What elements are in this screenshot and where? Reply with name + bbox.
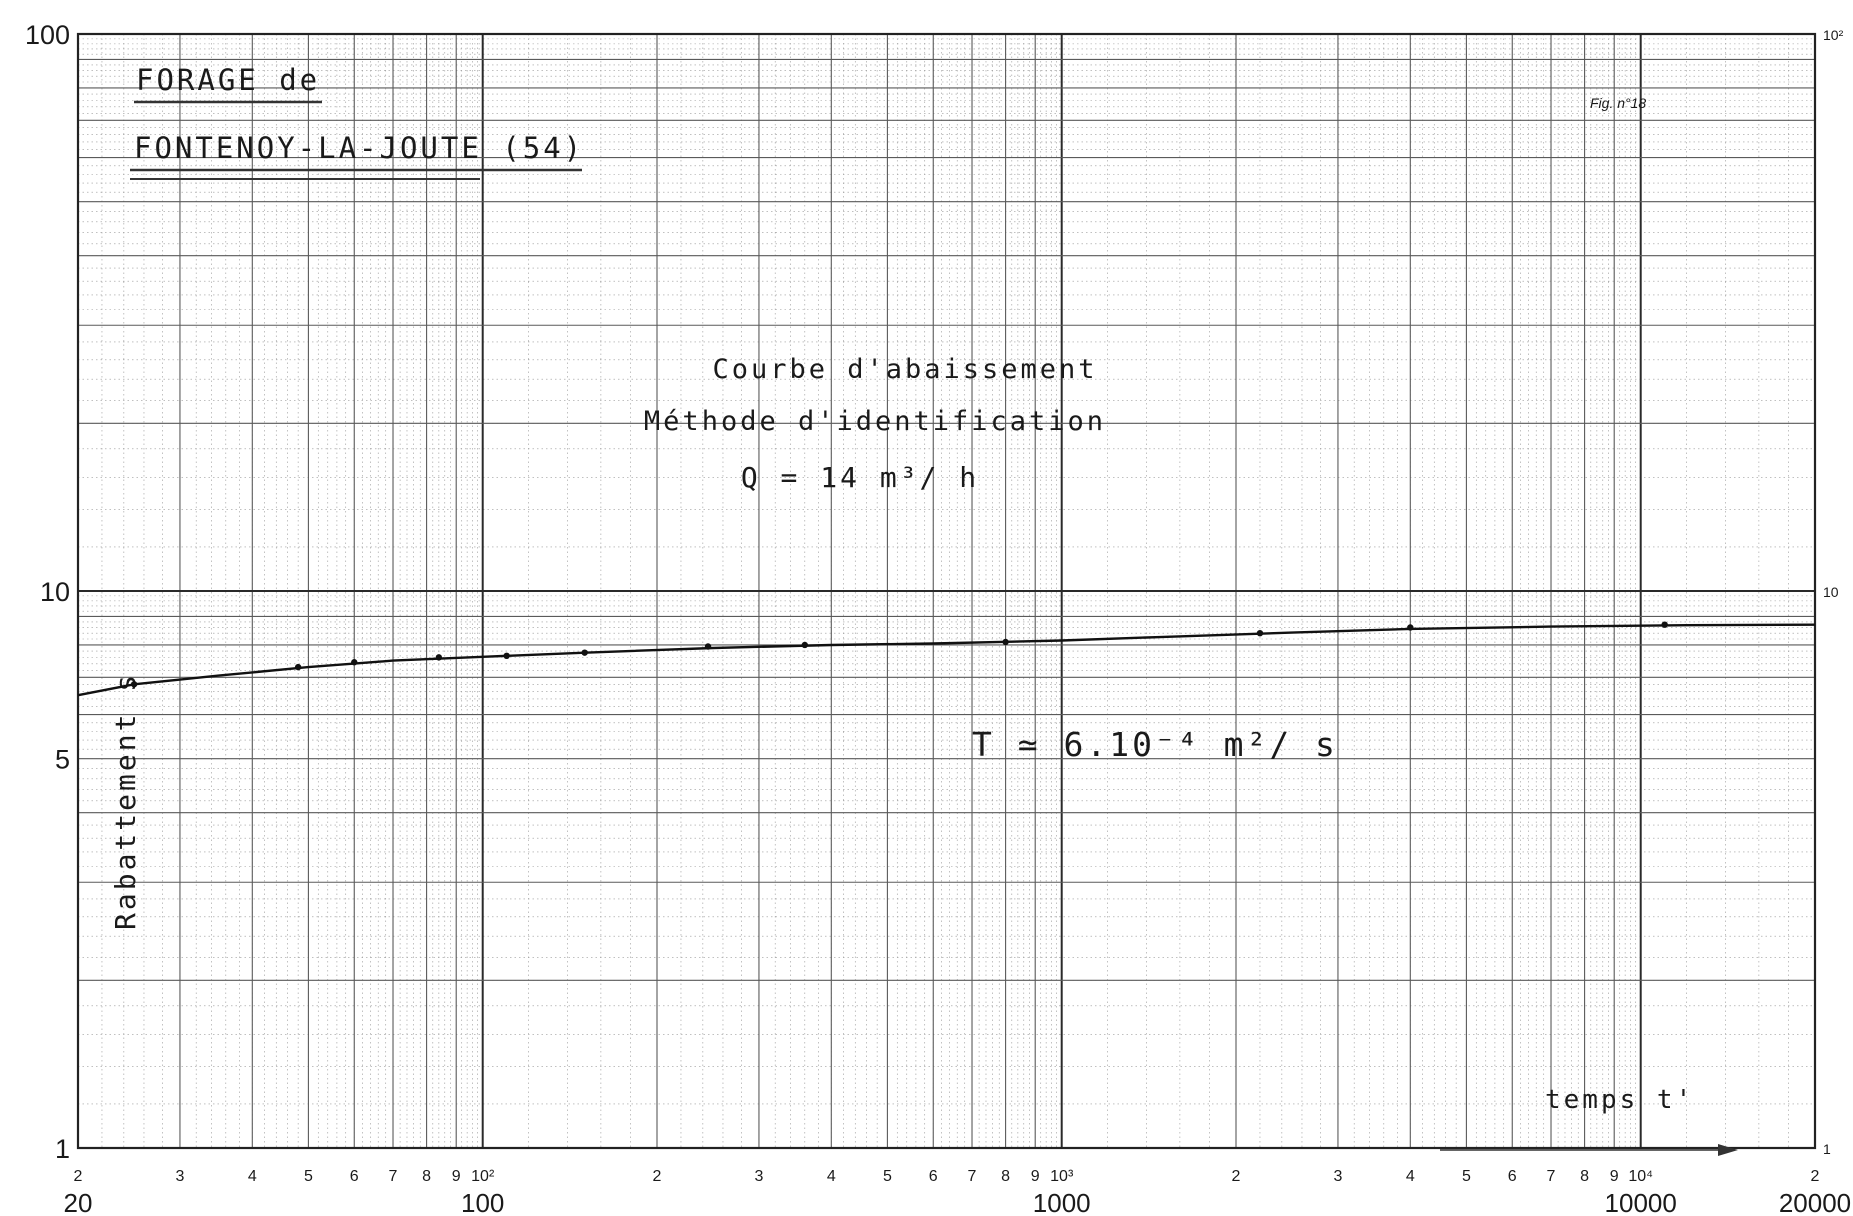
- x-tick-label-minor: 10³: [1050, 1168, 1074, 1185]
- x-tick-label-minor: 10⁴: [1628, 1168, 1653, 1185]
- plot-border: [76, 32, 1817, 1150]
- x-tick-label-minor: 2: [1232, 1168, 1241, 1185]
- x-tick-label-minor: 5: [304, 1168, 313, 1185]
- data-point: [1661, 621, 1668, 628]
- y-tick-label: 5: [55, 745, 70, 775]
- figure-reference: Fig. n°18: [1590, 95, 1646, 111]
- chart-grid: [77, 33, 1816, 1149]
- x-tick-label-minor: 7: [1547, 1168, 1556, 1185]
- annotation-method: Méthode d'identification: [644, 406, 1106, 437]
- data-point: [503, 652, 510, 660]
- x-tick-label-major: 20000: [1779, 1188, 1851, 1216]
- y-tick-label: 100: [25, 20, 70, 50]
- x-tick-label-minor: 6: [350, 1168, 359, 1185]
- data-point: [294, 663, 302, 671]
- data-point: [1002, 638, 1009, 646]
- drawdown-series: [77, 621, 1816, 697]
- x-tick-label-minor: 9: [452, 1168, 461, 1185]
- x-tick-label-minor: 8: [422, 1168, 431, 1185]
- x-tick-label-minor: 2: [1811, 1168, 1820, 1185]
- annotation-curve-type: Courbe d'abaissement: [712, 354, 1097, 385]
- x-tick-label-minor: 8: [1580, 1168, 1589, 1185]
- x-tick-label-minor: 2: [653, 1168, 662, 1185]
- x-tick-label-minor: 5: [1462, 1168, 1471, 1185]
- x-tick-label-minor: 10²: [471, 1168, 495, 1185]
- annotation-transmissivity: T ≃ 6.10⁻⁴ m²/ s: [972, 725, 1338, 764]
- x-tick-label-minor: 9: [1031, 1168, 1040, 1185]
- x-tick-label-minor: 9: [1610, 1168, 1619, 1185]
- annotation-flow-rate: Q = 14 m³/ h: [741, 461, 979, 494]
- x-tick-label-minor: 4: [248, 1168, 257, 1185]
- x-tick-label-minor: 3: [755, 1168, 764, 1185]
- data-point: [435, 654, 443, 661]
- x-axis-title: temps t': [1545, 1085, 1694, 1115]
- data-point: [351, 659, 358, 666]
- x-tick-label-major: 20: [64, 1188, 93, 1216]
- plot-frame: [76, 32, 1817, 1150]
- x-tick-label-minor: 7: [389, 1168, 398, 1185]
- x-tick-label-minor: 3: [176, 1168, 185, 1185]
- data-point: [801, 641, 809, 649]
- x-tick-label-minor: 3: [1334, 1168, 1343, 1185]
- x-tick-label-minor: 5: [883, 1168, 892, 1185]
- x-tick-label-minor: 4: [1406, 1168, 1415, 1185]
- data-point: [704, 643, 712, 650]
- x-tick-label-minor: 2: [74, 1168, 83, 1185]
- x-tick-label-minor: 4: [827, 1168, 836, 1185]
- y-tick-label-right: 1: [1823, 1141, 1831, 1157]
- x-tick-label-major: 10000: [1605, 1188, 1677, 1216]
- x-tick-label-major: 100: [461, 1188, 504, 1216]
- x-tick-label-minor: 6: [1508, 1168, 1517, 1185]
- chart-title: FORAGE de: [136, 63, 320, 97]
- x-axis-arrowhead: [1718, 1144, 1738, 1156]
- data-point: [1407, 624, 1414, 631]
- axis-tick-labels: 1 5 10 100 1 10 10² 2 3 4 5 6 7 8 9 10² 2 3 4 5 6 7 8 9 10³ 2 3 4 5 6…: [25, 20, 1851, 1216]
- data-point: [1256, 629, 1264, 637]
- x-tick-label-major: 1000: [1033, 1188, 1091, 1216]
- y-tick-label: 1: [55, 1134, 70, 1164]
- data-point: [581, 649, 588, 656]
- x-tick-label-minor: 7: [968, 1168, 977, 1185]
- y-tick-label-right: 10²: [1823, 27, 1844, 43]
- y-tick-label-right: 10: [1823, 584, 1839, 600]
- x-tick-label-minor: 8: [1001, 1168, 1010, 1185]
- y-tick-label: 10: [40, 577, 70, 607]
- y-axis-title: Rabattement s: [109, 672, 142, 930]
- drawdown-curve: [77, 623, 1816, 697]
- data-point: [130, 681, 138, 688]
- x-tick-label-minor: 6: [929, 1168, 938, 1185]
- chart-subtitle: FONTENOY-LA-JOUTE (54): [134, 131, 584, 165]
